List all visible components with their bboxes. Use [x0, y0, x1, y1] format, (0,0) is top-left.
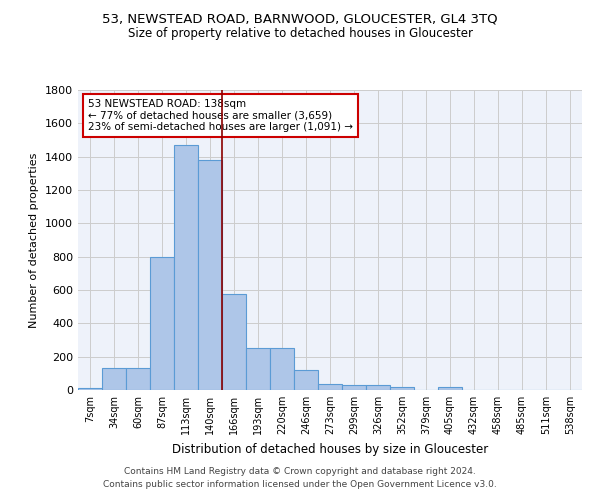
Text: Contains HM Land Registry data © Crown copyright and database right 2024.: Contains HM Land Registry data © Crown c… [124, 467, 476, 476]
Bar [294, 370, 318, 390]
Bar [246, 348, 270, 390]
Text: 53, NEWSTEAD ROAD, BARNWOOD, GLOUCESTER, GL4 3TQ: 53, NEWSTEAD ROAD, BARNWOOD, GLOUCESTER,… [102, 12, 498, 26]
Bar [390, 386, 414, 390]
Bar [150, 256, 174, 390]
Bar [198, 160, 222, 390]
Bar [126, 368, 150, 390]
Text: Distribution of detached houses by size in Gloucester: Distribution of detached houses by size … [172, 442, 488, 456]
Bar [78, 388, 102, 390]
Bar [270, 348, 294, 390]
Text: 53 NEWSTEAD ROAD: 138sqm
← 77% of detached houses are smaller (3,659)
23% of sem: 53 NEWSTEAD ROAD: 138sqm ← 77% of detach… [88, 99, 353, 132]
Text: Size of property relative to detached houses in Gloucester: Size of property relative to detached ho… [128, 28, 473, 40]
Bar [438, 386, 462, 390]
Bar [342, 385, 366, 390]
Bar [222, 294, 246, 390]
Bar [174, 145, 198, 390]
Bar [366, 385, 390, 390]
Y-axis label: Number of detached properties: Number of detached properties [29, 152, 40, 328]
Bar [318, 384, 342, 390]
Bar [102, 368, 126, 390]
Text: Contains public sector information licensed under the Open Government Licence v3: Contains public sector information licen… [103, 480, 497, 489]
